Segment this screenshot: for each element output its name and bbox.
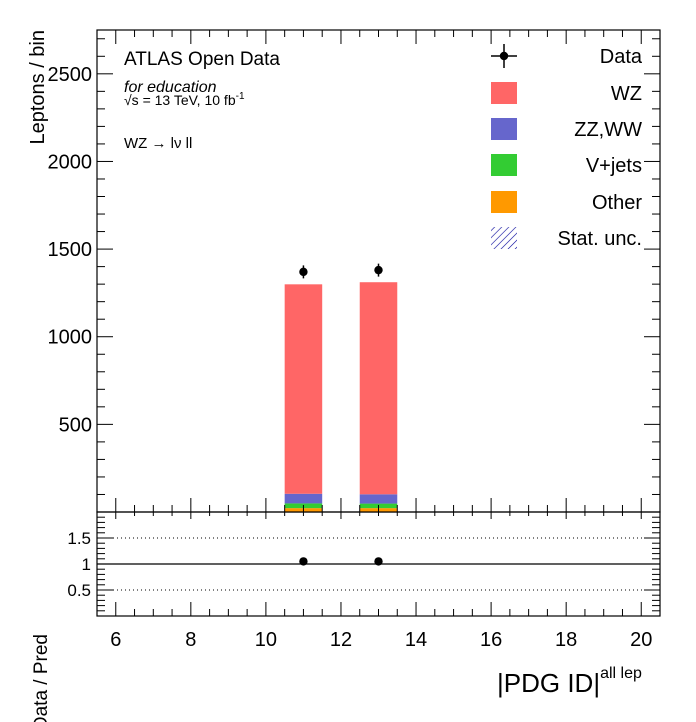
y-tick-label: 1000 <box>48 327 93 349</box>
ratio-y-tick-label: 1.5 <box>67 529 91 548</box>
bar-zz-ww-bin-13 <box>359 494 398 504</box>
x-tick-label: 16 <box>480 629 502 651</box>
experiment-label: ATLAS Open Data <box>124 49 280 70</box>
legend-swatch-wz <box>491 82 517 104</box>
ratio-y-tick-label: 0.5 <box>67 581 91 600</box>
y-tick-label: 2500 <box>48 64 93 86</box>
x-axis-title: |PDG ID|all lep <box>497 665 642 698</box>
channel-label: WZ → lν ll <box>124 135 192 152</box>
legend-swatch-zz-ww <box>491 118 517 140</box>
x-tick-label: 12 <box>330 629 352 651</box>
legend-label-other: Other <box>592 192 642 214</box>
x-tick-label: 6 <box>110 629 121 651</box>
legend-label-wz: WZ <box>611 83 642 105</box>
y-tick-label: 500 <box>59 414 92 436</box>
bar-wz-bin-11 <box>284 284 323 494</box>
y-tick-label: 1500 <box>48 239 93 261</box>
x-tick-label: 14 <box>405 629 427 651</box>
main-plot-area <box>96 30 661 512</box>
legend-label-zz-ww: ZZ,WW <box>574 119 642 141</box>
data-point-bin-13 <box>374 265 383 275</box>
legend-label-v-jets: V+jets <box>586 155 642 177</box>
x-tick-label: 20 <box>630 629 652 651</box>
legend-label-stat-unc-: Stat. unc. <box>558 228 643 250</box>
legend-swatch-other <box>491 191 517 213</box>
bar-zz-ww-bin-11 <box>284 493 323 504</box>
y-axis-title: Leptons / bin <box>27 30 49 145</box>
ratio-plot-area <box>96 512 661 616</box>
x-tick-label: 18 <box>555 629 577 651</box>
x-tick-label: 10 <box>255 629 277 651</box>
bar-wz-bin-13 <box>359 282 398 495</box>
ratio-y-axis-title: Data / Pred <box>31 634 52 722</box>
legend-swatch-stat-unc- <box>491 227 517 249</box>
x-tick-label: 8 <box>185 629 196 651</box>
energy-lumi-label: √s = 13 TeV, 10 fb-1 <box>124 91 245 108</box>
y-tick-label: 2000 <box>48 151 93 173</box>
legend-swatch-v-jets <box>491 154 517 176</box>
legend-marker-data <box>499 51 509 61</box>
ratio-y-tick-label: 1 <box>82 555 91 574</box>
ratio-point-bin-11 <box>299 557 308 566</box>
legend-label-data: Data <box>600 46 643 68</box>
data-point-bin-11 <box>299 267 308 277</box>
subtitle-label: for education <box>124 79 217 96</box>
legend: Data WZ ZZ,WW V+jets Other Stat. unc. <box>491 44 643 250</box>
ratio-point-bin-13 <box>374 557 383 566</box>
